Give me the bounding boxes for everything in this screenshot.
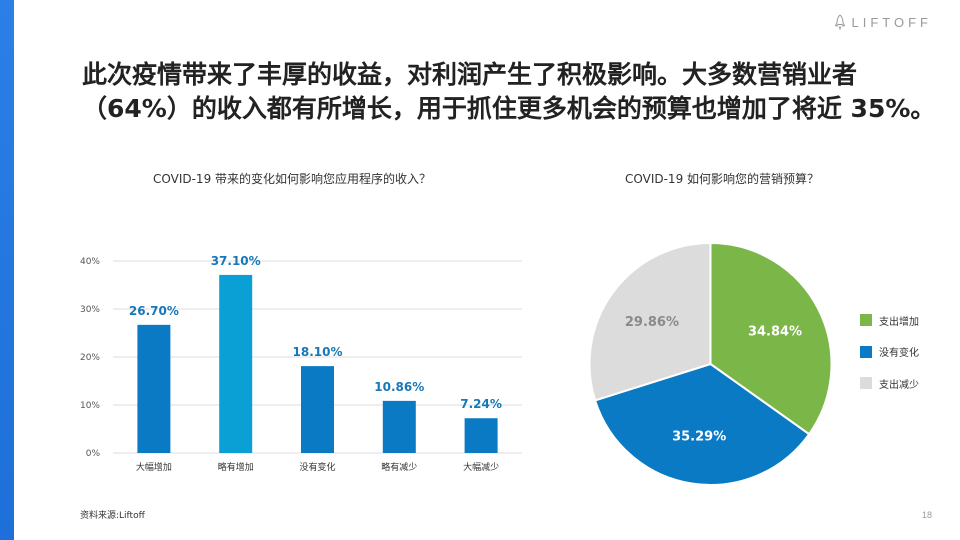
headline-line-2: （64%）的收入都有所增长，用于抓住更多机会的预算也增加了将近 35%。 [82,94,936,123]
pie-slice-label: 29.86% [625,315,679,330]
x-tick-label: 略有增加 [218,461,254,473]
headline: 此次疫情带来了丰厚的收益，对利润产生了积极影响。大多数营销业者 （64%）的收入… [82,58,936,126]
x-tick-label: 大幅减少 [463,461,499,473]
bar-value-label: 26.70% [129,304,179,318]
bar [219,274,253,453]
bar [301,366,334,453]
x-tick-label: 略有减少 [381,461,417,473]
left-accent-bar [0,0,14,540]
y-tick-label: 30% [80,305,100,315]
bar [464,418,498,453]
headline-line-1: 此次疫情带来了丰厚的收益，对利润产生了积极影响。大多数营销业者 [82,60,858,89]
bar-chart: 0% 10% 20% 30% 40% 26.70% 大幅增加 37.10% 略有增加 18.10%… [80,254,522,473]
pie-slice-label: 34.84% [748,325,802,340]
bar-value-label: 10.86% [374,380,424,394]
legend-label: 支出减少 [879,379,919,391]
bar [137,324,171,453]
bar-value-label: 18.10% [293,345,343,359]
legend-label: 没有变化 [879,348,919,359]
source-note: 资料来源:Liftoff [80,511,145,521]
legend-item: 支出减少 [860,375,919,391]
bar [382,400,416,453]
legend-swatch [860,377,872,389]
legend-item: 支出增加 [860,312,919,328]
page-number: 18 [921,510,932,520]
y-tick-label: 0% [86,449,101,459]
y-tick-label: 40% [80,257,100,267]
brand-name: LIFTOFF [851,14,932,30]
legend-label: 支出增加 [879,316,919,328]
pie-slice-label: 35.29% [672,430,726,445]
bar-chart-title: COVID-19 带来的变化如何影响您应用程序的收入？ [153,172,432,186]
x-tick-label: 没有变化 [299,461,335,473]
legend-item: 没有变化 [860,344,919,360]
x-tick-label: 大幅增加 [136,461,172,473]
legend-swatch [860,345,872,358]
pie-chart: 34.84% 35.29% 29.86% [588,241,833,486]
liftoff-logo: LIFTOFF [834,14,932,30]
y-tick-label: 10% [80,401,100,411]
pie-slice [593,362,811,486]
bar-value-label: 37.10% [211,254,261,268]
rocket-icon [834,14,845,30]
legend-swatch [860,314,872,326]
pie-chart-title: COVID-19 如何影响您的营销预算？ [625,172,820,186]
pie-slice [709,241,833,436]
y-tick-label: 20% [80,353,100,363]
pie-legend: 支出增加没有变化支出减少 [860,312,919,407]
bar-value-label: 7.24% [460,397,502,411]
pie-slice [588,241,712,402]
